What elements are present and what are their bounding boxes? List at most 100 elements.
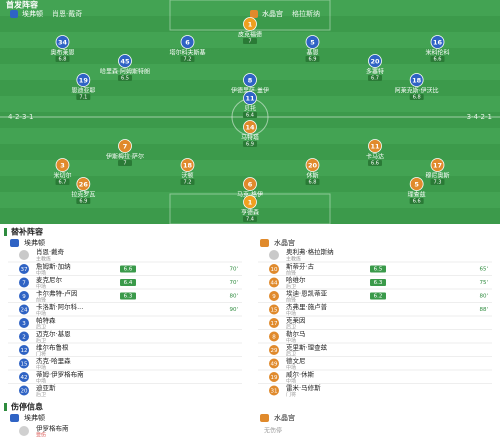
sub-position: 门将 (36, 351, 46, 358)
sub-number: 3 (22, 321, 26, 327)
player-marker (409, 177, 424, 191)
sub-minute: 65' (479, 267, 488, 273)
player-marker (305, 35, 320, 49)
player-number: 6 (248, 181, 253, 189)
rating-box (370, 265, 386, 273)
sub-name: 埃迪·恩凯蒂亚 (286, 289, 328, 298)
sub-position: 后卫 (286, 324, 296, 331)
stripe (0, 0, 500, 16)
sub-name: 斯蒂芬·古 (286, 262, 315, 271)
sub-position: 后卫 (36, 391, 46, 398)
injury-status: 受伤 (36, 432, 46, 439)
player-number: 19 (79, 77, 89, 85)
sub-minute: 90' (229, 307, 238, 313)
player-marker (243, 91, 257, 105)
sub-name: 杰弗里·施卢普 (286, 302, 328, 311)
formation: 3-4-2-1 (467, 113, 492, 121)
sub-number: 20 (21, 389, 28, 395)
sub-number: 31 (271, 389, 278, 395)
player-name: 拉克罗瓦 (71, 191, 95, 199)
player-name: 恩迪亚耶 (71, 87, 95, 95)
coach-avatar (269, 250, 279, 260)
player-marker (55, 35, 70, 49)
team-name: 埃弗顿 (24, 238, 45, 247)
sub-name: 哈维尔 (286, 275, 306, 284)
sub-position: 中场 (36, 378, 46, 385)
sub-number-badge (19, 277, 29, 288)
player-number: 6 (185, 39, 190, 47)
team-badge (10, 239, 19, 247)
player-number: 11 (370, 143, 380, 151)
team-badge (10, 10, 18, 18)
penalty-box (169, 193, 331, 225)
player-marker (305, 158, 320, 172)
sub-name: 维尔布鲁根 (36, 343, 69, 352)
player-rating: 7 (123, 161, 126, 167)
sub-name: 迪亚斯 (36, 383, 56, 392)
injury-title: 伤停信息 (10, 402, 43, 412)
player-number: 1 (248, 199, 253, 207)
player-name: 伊斯梅拉·萨尔 (106, 153, 144, 161)
player-rating: 6.8 (413, 95, 421, 101)
player-number: 18 (412, 77, 422, 85)
rating-box (120, 292, 136, 300)
player-marker (430, 35, 445, 49)
injury-name: 伊罗格布南 (36, 424, 69, 433)
sub-number: 15 (21, 362, 28, 368)
player-number: 26 (79, 181, 89, 189)
player-rating: 7.2 (184, 180, 192, 186)
sub-number: 8 (272, 335, 276, 341)
sub-name: 杰克·哈里森 (36, 356, 71, 365)
player-rating: 6.6 (413, 199, 421, 205)
sub-position: 门将 (286, 391, 296, 398)
player-marker (430, 158, 445, 172)
rating-box (409, 94, 424, 100)
rating-box (368, 160, 382, 166)
player-number: 8 (248, 77, 253, 85)
player-name: 卡马达 (366, 153, 384, 161)
sub-number: 37 (21, 267, 28, 273)
coach-role: 主教练 (286, 256, 301, 263)
player-rating: 7.1 (79, 95, 87, 101)
sub-number-badge (269, 385, 279, 396)
sub-position: 中场 (36, 364, 46, 371)
rating-box (243, 112, 257, 118)
player-number: 11 (245, 95, 255, 103)
sub-name: 帕特森 (36, 316, 56, 325)
player-marker (243, 120, 257, 134)
sub-minute: 88' (479, 307, 488, 313)
sub-position: 前锋 (286, 297, 296, 304)
player-rating: 6.7 (59, 180, 67, 186)
sub-number: 2 (22, 335, 26, 341)
player-rating: 6.6 (371, 161, 379, 167)
player-name: 米科伦科 (425, 49, 449, 57)
player-number: 14 (245, 124, 255, 132)
sub-number-badge (19, 291, 29, 301)
section-bar (4, 228, 7, 236)
coach-name: 格拉斯纳 (292, 9, 320, 18)
player-marker (180, 35, 195, 49)
player-rating: 6.9 (246, 142, 254, 148)
sub-rating: 6.2 (374, 294, 383, 300)
player-name: 伊德里萨·盖伊 (231, 87, 269, 95)
coach-avatar (19, 250, 29, 260)
team-name: 水晶宫 (274, 413, 295, 422)
player-name: 奥布莱恩 (50, 49, 74, 57)
player-rating: 7.2 (184, 57, 192, 63)
sub-name: 威尔·休斯 (286, 370, 315, 379)
player-rating: 6.6 (434, 57, 442, 63)
sub-position: 后卫 (36, 337, 46, 344)
sub-number-badge (269, 372, 279, 382)
header-title: 首发阵容 (6, 0, 38, 10)
sub-name: 卡洛斯·阿尔科... (36, 302, 83, 311)
sub-number-badge (269, 264, 279, 274)
coach-name: 肖恩·戴奇 (36, 247, 65, 256)
rating-box (370, 279, 386, 286)
sub-name: 雷米·马修斯 (286, 383, 321, 392)
rating-box (370, 292, 386, 300)
sub-rating: 6.4 (124, 280, 133, 286)
rating-box (409, 198, 424, 204)
sub-number-badge (19, 372, 29, 382)
sub-name: 卡尔弗特-卢因 (36, 289, 77, 298)
sub-number: 12 (21, 348, 28, 354)
